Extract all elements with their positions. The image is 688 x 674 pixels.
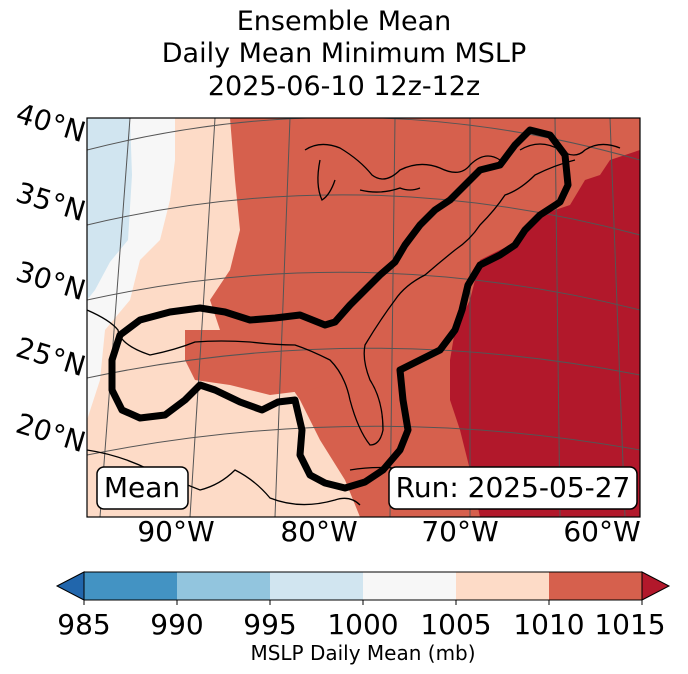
lat-label-35n: 35°N bbox=[12, 176, 89, 228]
mean-box-text: Mean bbox=[104, 471, 180, 504]
gridline-30n bbox=[87, 271, 640, 311]
run-box-frame bbox=[388, 466, 638, 510]
colorbar-label: MSLP Daily Mean (mb) bbox=[250, 641, 475, 665]
field-995-1000 bbox=[87, 118, 132, 300]
field-1010-1015-gulf bbox=[185, 330, 340, 395]
lon-label-70w: 70°W bbox=[421, 515, 498, 548]
title-line-1: Ensemble Mean bbox=[236, 6, 452, 37]
colorbar-tick-990: 990 bbox=[150, 608, 203, 641]
colorbar-tick-1010: 1010 bbox=[513, 608, 584, 641]
gridline-70w bbox=[554, 118, 561, 517]
mean-box-frame bbox=[96, 466, 189, 510]
colorbar-extend-low bbox=[55, 571, 85, 601]
title-line-2: Daily Mean Minimum MSLP bbox=[161, 38, 527, 69]
colorbar-bin-995-1000 bbox=[270, 572, 363, 600]
colorbar-bin-1010-1015 bbox=[549, 572, 642, 600]
lat-label-40n: 40°N bbox=[12, 97, 89, 149]
lon-label-90w: 90°W bbox=[137, 515, 214, 548]
lake-erie bbox=[359, 187, 421, 193]
gridline-65w bbox=[609, 118, 626, 517]
lon-label-80w: 80°W bbox=[280, 515, 357, 548]
colorbar-tick-1015: 1015 bbox=[594, 608, 665, 641]
colorbar-bin-990-995 bbox=[177, 572, 270, 600]
title-line-3: 2025-06-10 12z-12z bbox=[207, 71, 481, 102]
colorbar-bin-985-990 bbox=[84, 572, 177, 600]
mean-box: Mean bbox=[96, 466, 189, 510]
lat-label-20n: 20°N bbox=[12, 407, 89, 459]
field-above-1015 bbox=[450, 150, 640, 517]
great-lakes-outline bbox=[304, 143, 501, 180]
colorbar-tick-1000: 1000 bbox=[327, 608, 398, 641]
gridline-95w bbox=[99, 118, 131, 517]
colorbar-tick-1005: 1005 bbox=[420, 608, 491, 641]
gridline-25n bbox=[87, 347, 640, 379]
colorbar-ticks bbox=[83, 600, 643, 605]
lon-label-60w: 60°W bbox=[563, 515, 640, 548]
run-box-text: Run: 2025-05-27 bbox=[396, 471, 631, 504]
ensemble-mean-contour bbox=[108, 126, 572, 492]
lake-michigan bbox=[317, 159, 336, 201]
colorbar-bin-1000-1005 bbox=[363, 572, 456, 600]
lat-label-30n: 30°N bbox=[12, 255, 89, 307]
us-gulf-atlantic-coast bbox=[87, 159, 576, 446]
lat-label-25n: 25°N bbox=[12, 331, 89, 383]
colorbar-tick-985: 985 bbox=[57, 608, 110, 641]
run-box: Run: 2025-05-27 bbox=[388, 466, 638, 510]
gridline-20n bbox=[87, 425, 640, 456]
map-frame bbox=[86, 117, 641, 518]
gridline-80w bbox=[389, 118, 396, 517]
gridline-90w bbox=[189, 118, 216, 517]
map-panel bbox=[87, 118, 640, 517]
colorbar: 985 990 995 1000 1005 1010 1015 MSLP Dai… bbox=[55, 571, 671, 665]
graticule bbox=[87, 118, 640, 517]
colorbar-extend-high bbox=[641, 571, 671, 601]
gridline-40n bbox=[87, 118, 640, 161]
colorbar-tick-995: 995 bbox=[243, 608, 296, 641]
gridline-35n bbox=[87, 194, 640, 236]
gulf-of-st-lawrence-coast bbox=[519, 143, 621, 156]
colorbar-bin-1005-1010 bbox=[456, 572, 549, 600]
